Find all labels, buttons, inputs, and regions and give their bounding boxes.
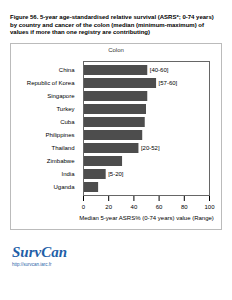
svg-text:Thailand: Thailand (51, 145, 74, 151)
svg-text:60: 60 (156, 203, 163, 209)
svg-text:Uganda: Uganda (53, 184, 75, 190)
html-text:Figure 56. 5-year age-standard: Figure 56. 5-year age-standardised relat… (10, 14, 214, 35)
svg-text:Cuba: Cuba (60, 119, 75, 125)
html-text:SurvCan: SurvCan (12, 243, 67, 260)
html-text:http://survcan.iarc.fr: http://survcan.iarc.fr (12, 261, 52, 267)
svg-text:[40-60]: [40-60] (150, 67, 169, 73)
svg-text:[20-52]: [20-52] (141, 145, 160, 151)
svg-text:China: China (59, 67, 75, 73)
svg-text:Zimbabwe: Zimbabwe (47, 158, 75, 164)
svg-text:Turkey: Turkey (56, 106, 74, 112)
svg-text:Republic of Korea: Republic of Korea (27, 80, 75, 86)
svg-text:[57-60]: [57-60] (159, 80, 178, 86)
svg-text:Singapore: Singapore (47, 93, 75, 99)
svg-text:80: 80 (181, 203, 188, 209)
svg-text:Philippines: Philippines (45, 132, 74, 138)
svg-text:0: 0 (82, 203, 86, 209)
svg-text:India: India (61, 171, 75, 177)
html-text:Colon: Colon (108, 46, 124, 53)
svg-text:100: 100 (204, 203, 215, 209)
svg-text:20: 20 (105, 203, 112, 209)
svg-text:Median 5-year ASRS% (0-74 year: Median 5-year ASRS% (0-74 years) value (… (79, 214, 214, 220)
svg-text:40: 40 (131, 203, 138, 209)
svg-text:[5-20]: [5-20] (108, 171, 124, 177)
